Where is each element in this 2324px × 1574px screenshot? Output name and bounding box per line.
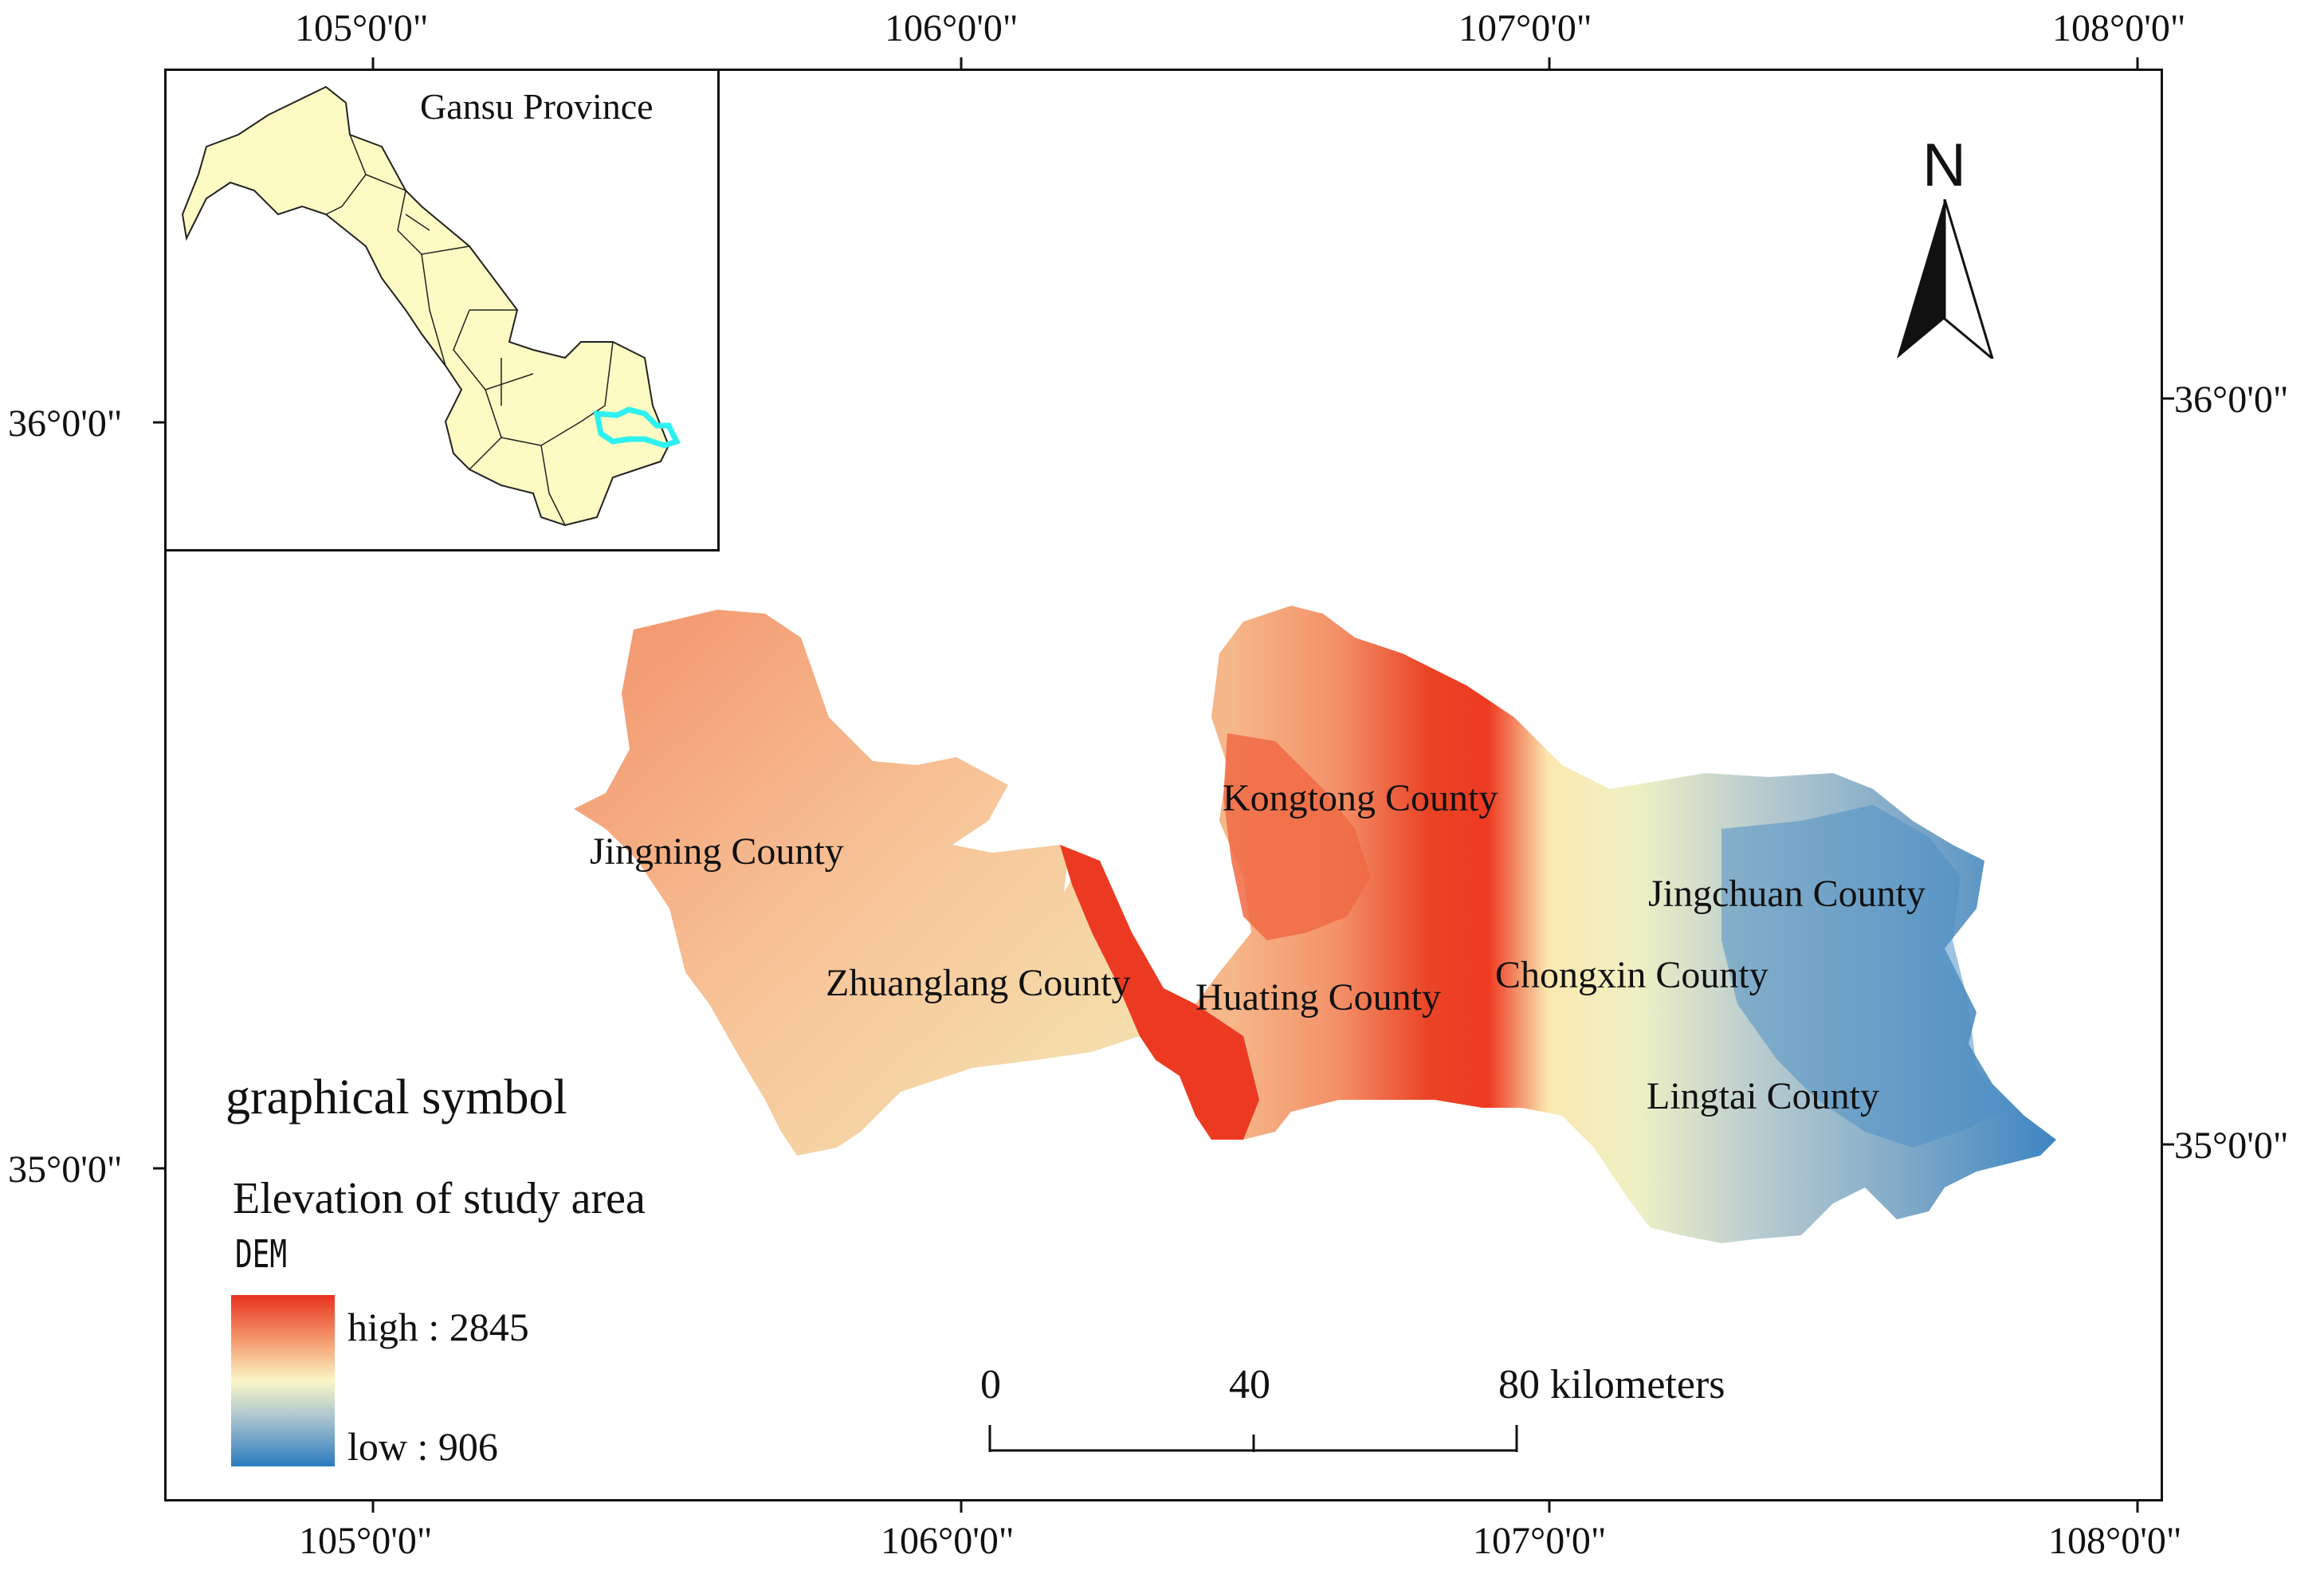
county-label-jingning: Jingning County: [590, 830, 844, 873]
county-label-huating: Huating County: [1195, 976, 1441, 1019]
top-lon-label-108: 108°0'0": [2052, 7, 2186, 49]
legend-color-ramp: [231, 1295, 335, 1466]
inset-map: Gansu Province: [164, 69, 720, 551]
study-area-highlight: [593, 406, 681, 449]
kongtong-high-area: [1223, 733, 1371, 940]
top-lon-label-105: 105°0'0": [295, 7, 429, 49]
county-label-chongxin: Chongxin County: [1495, 954, 1769, 996]
graticule-ticks: [153, 57, 2174, 1513]
top-lon-label-106: 106°0'0": [885, 7, 1019, 49]
legend-low-label: low : 906: [347, 1424, 498, 1469]
top-lon-label-107: 107°0'0": [1458, 7, 1592, 49]
north-label: N: [1922, 131, 1966, 199]
bottom-lon-label-108: 108°0'0": [2048, 1520, 2182, 1562]
scale-tick-40: 40: [1229, 1362, 1270, 1407]
high-elevation-core: [1060, 845, 1259, 1140]
scale-bar-line: [988, 1425, 1518, 1452]
north-arrow-icon: [1897, 199, 1994, 359]
bottom-lon-label-105: 105°0'0": [299, 1520, 433, 1562]
east-blue-area: [1721, 805, 2008, 1148]
scale-tick-0: 0: [980, 1362, 1001, 1407]
left-lat-label-36: 36°0'0": [8, 402, 123, 445]
map-frame: [153, 57, 2174, 1513]
legend-high-label: high : 2845: [347, 1305, 529, 1349]
west-region: [574, 610, 1156, 1156]
scale-bar: 0 40 80 kilometers: [972, 1355, 1725, 1458]
scale-tick-80: 80 kilometers: [1498, 1362, 1725, 1407]
north-arrow: N: [1889, 135, 2000, 367]
right-lat-label-35: 35°0'0": [2174, 1125, 2289, 1167]
county-label-lingtai: Lingtai County: [1647, 1075, 1879, 1117]
right-lat-label-36: 36°0'0": [2174, 379, 2289, 421]
legend-heading: graphical symbol: [226, 1070, 567, 1125]
legend-title: Elevation of study area: [233, 1174, 646, 1223]
inset-title: Gansu Province: [420, 86, 654, 127]
county-label-jingchuan: Jingchuan County: [1648, 873, 1926, 915]
county-label-zhuanglang: Zhuanglang County: [826, 962, 1131, 1004]
bottom-lon-label-107: 107°0'0": [1473, 1520, 1607, 1562]
county-label-kongtong: Kongtong County: [1223, 777, 1498, 819]
left-lat-label-35: 35°0'0": [8, 1148, 123, 1191]
legend-layer-name: DEM: [235, 1232, 288, 1277]
gansu-outline: [181, 85, 681, 527]
bottom-lon-label-106: 106°0'0": [881, 1520, 1015, 1562]
